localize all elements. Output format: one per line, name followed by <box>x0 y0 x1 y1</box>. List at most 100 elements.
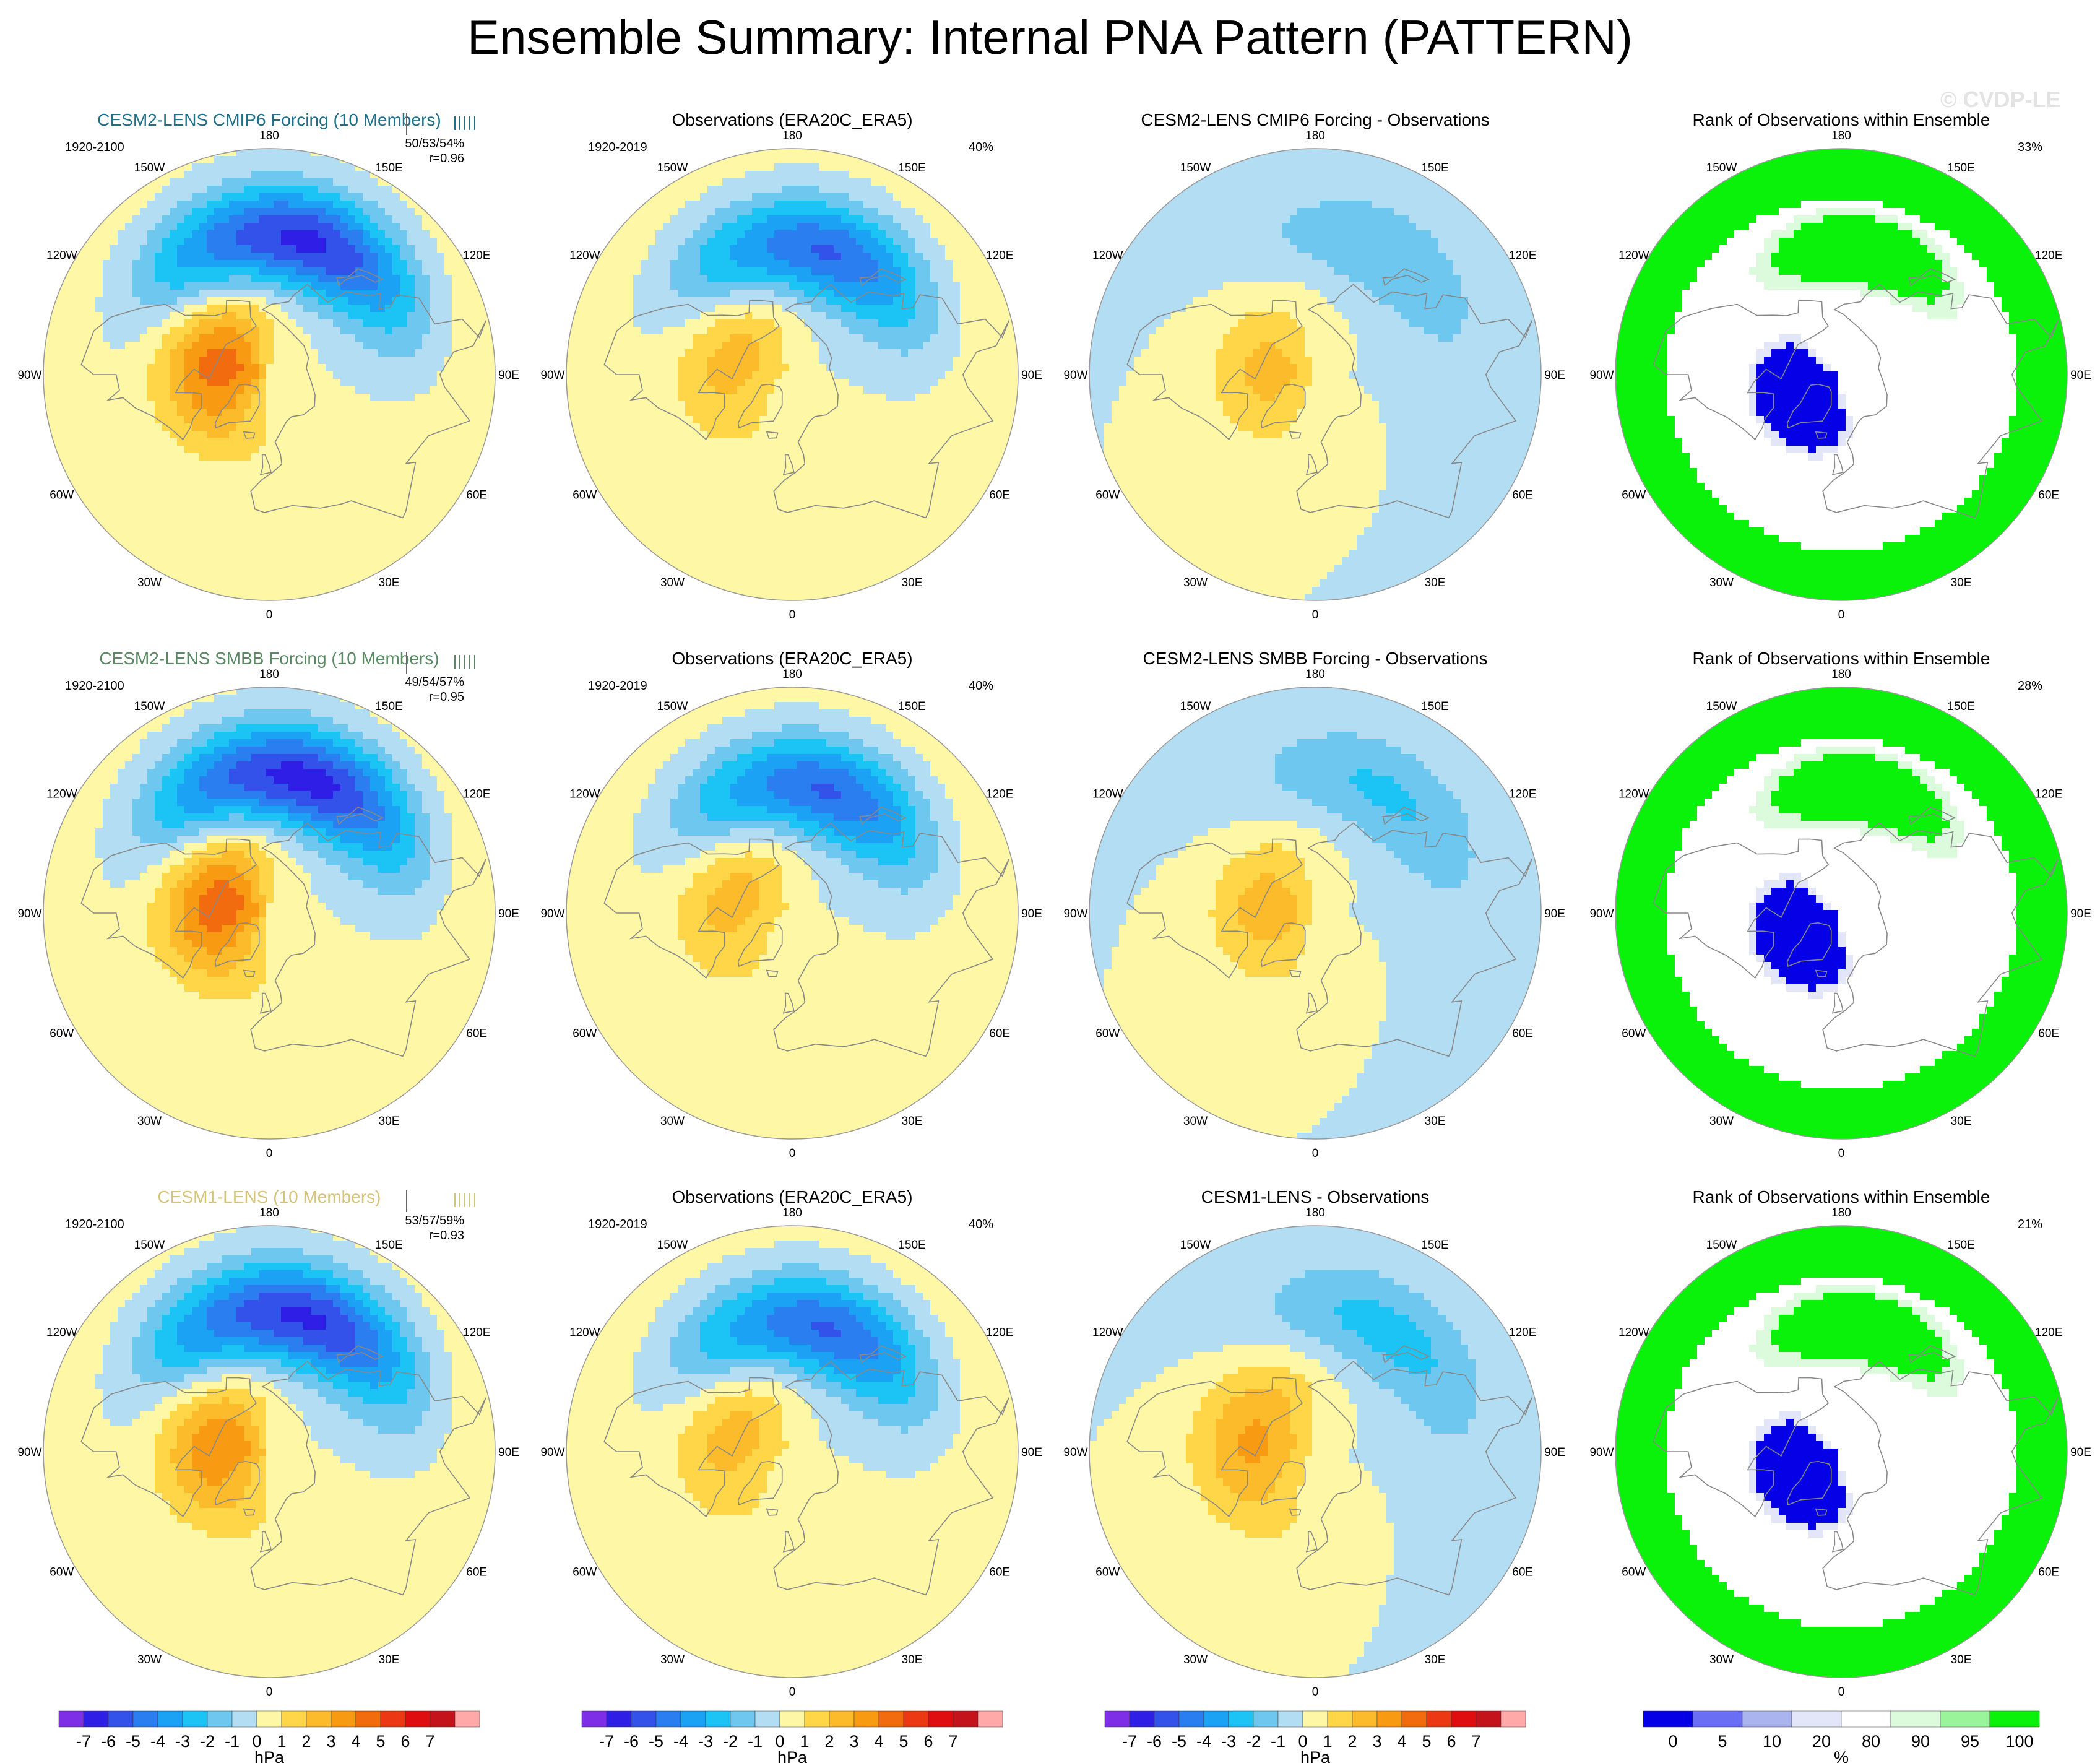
field-cell <box>288 364 296 372</box>
field-cell <box>385 542 393 550</box>
field-cell <box>199 468 207 476</box>
field-cell <box>641 364 649 372</box>
field-cell <box>641 349 649 357</box>
field-cell <box>80 379 89 387</box>
field-cell <box>707 238 715 246</box>
field-cell <box>236 171 244 179</box>
field-cell <box>132 490 140 498</box>
field-cell <box>849 260 857 268</box>
field-cell <box>878 245 886 253</box>
field-cell <box>110 208 118 216</box>
field-cell <box>574 327 582 335</box>
field-cell <box>863 238 871 246</box>
field-cell <box>467 446 475 454</box>
field-cell <box>251 550 259 558</box>
field-cell <box>915 290 923 298</box>
field-cell <box>693 327 701 335</box>
field-cell <box>467 371 475 379</box>
field-cell <box>826 253 834 261</box>
field-cell <box>700 364 708 372</box>
field-cell <box>670 416 678 424</box>
field-cell <box>244 498 252 506</box>
field-cell <box>236 379 244 387</box>
field-cell <box>303 260 311 268</box>
field-cell <box>967 253 975 261</box>
field-cell <box>140 357 148 365</box>
field-cell <box>199 401 207 409</box>
field-cell <box>626 305 634 313</box>
field-cell <box>355 357 363 365</box>
field-cell <box>236 156 244 164</box>
field-cell <box>244 594 252 600</box>
field-cell <box>678 319 686 327</box>
field-cell <box>849 245 857 253</box>
field-cell <box>170 282 178 290</box>
field-cell <box>110 267 118 275</box>
field-cell <box>184 364 192 372</box>
field-cell <box>618 349 626 357</box>
field-cell <box>311 223 319 231</box>
field-cell <box>170 327 178 335</box>
field-cell <box>170 349 178 357</box>
field-cell <box>589 312 597 320</box>
field-cell <box>437 260 445 268</box>
field-cell <box>670 364 678 372</box>
field-cell <box>311 483 319 491</box>
field-cell <box>155 349 163 357</box>
field-cell <box>908 186 916 194</box>
field-cell <box>80 475 89 483</box>
field-cell <box>214 319 222 327</box>
field-cell <box>752 163 760 171</box>
field-cell <box>340 267 348 275</box>
field-cell <box>626 319 634 327</box>
field-cell <box>73 498 81 506</box>
field-cell <box>103 513 111 521</box>
field-cell <box>177 371 185 379</box>
field-cell <box>930 364 938 372</box>
field-cell <box>363 505 371 513</box>
field-cell <box>326 594 334 600</box>
field-cell <box>834 171 842 179</box>
field-cell <box>147 297 155 305</box>
field-cell <box>118 349 126 357</box>
field-cell <box>348 282 356 290</box>
field-cell <box>960 260 968 268</box>
field-cell <box>385 446 393 454</box>
field-cell <box>348 208 356 216</box>
field-cell <box>288 245 296 253</box>
field-cell <box>378 423 386 431</box>
field-cell <box>915 334 923 342</box>
field-cell <box>444 305 452 313</box>
field-cell <box>459 371 467 379</box>
field-cell <box>849 193 857 201</box>
field-cell <box>633 364 641 372</box>
field-cell <box>43 438 51 446</box>
field-cell <box>147 253 155 261</box>
field-cell <box>930 208 938 216</box>
field-cell <box>274 475 282 483</box>
field-cell <box>886 253 894 261</box>
field-cell <box>811 230 819 238</box>
field-cell <box>437 305 445 313</box>
field-cell <box>437 297 445 305</box>
field-cell <box>871 208 879 216</box>
field-cell <box>953 379 961 387</box>
field-cell <box>140 230 148 238</box>
field-cell <box>841 379 849 387</box>
field-cell <box>648 238 656 246</box>
field-cell <box>199 490 207 498</box>
field-cell <box>147 319 155 327</box>
field-cell <box>626 245 634 253</box>
field-cell <box>311 282 319 290</box>
field-cell <box>819 349 827 357</box>
field-cell <box>370 520 378 528</box>
field-cell <box>856 342 864 350</box>
field-cell <box>670 401 678 409</box>
field-cell <box>288 193 296 201</box>
field-cell <box>303 513 311 521</box>
field-cell <box>326 245 334 253</box>
field-cell <box>348 230 356 238</box>
field-cell <box>789 163 797 171</box>
field-cell <box>43 349 51 357</box>
field-cell <box>303 305 311 313</box>
